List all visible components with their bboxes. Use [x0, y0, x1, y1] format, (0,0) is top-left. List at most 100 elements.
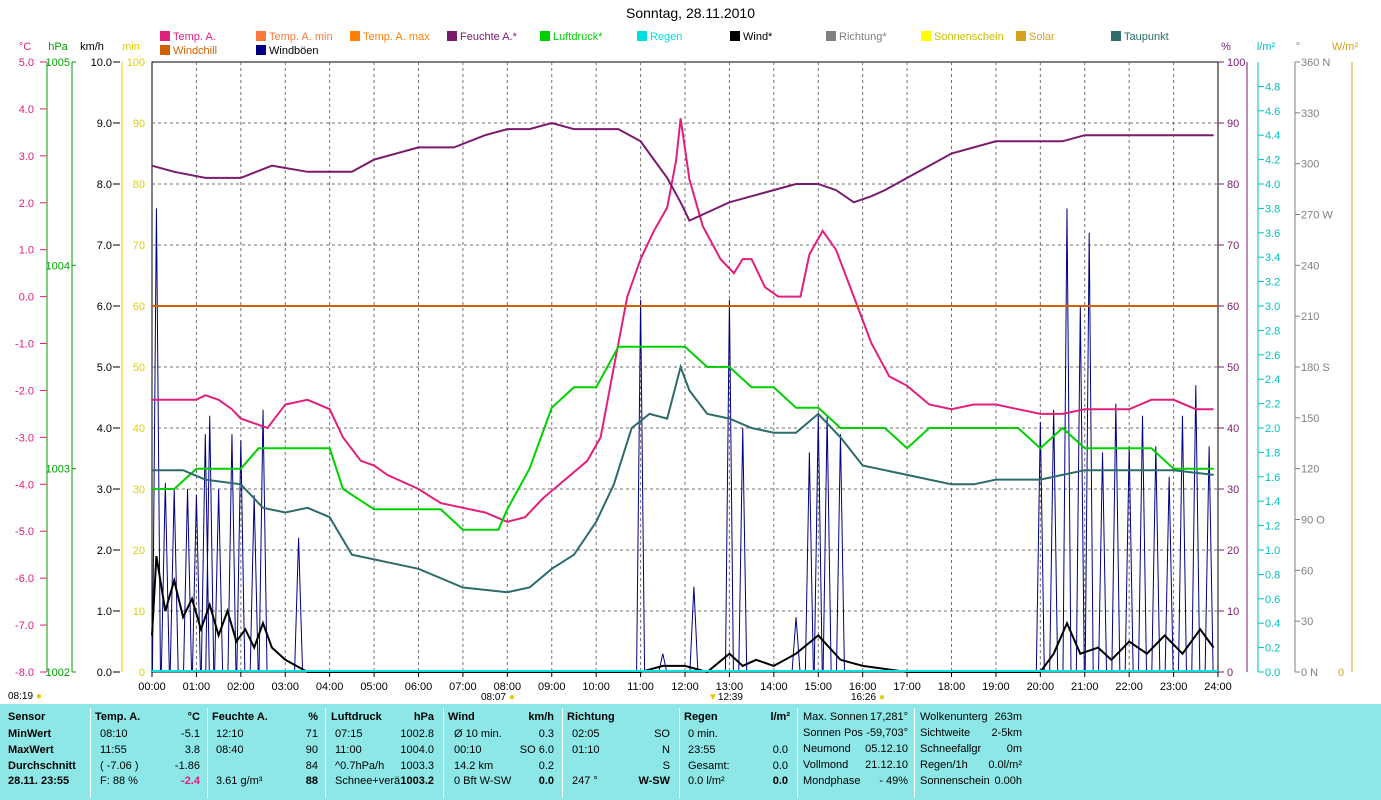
stats-dir-value: W-SW — [638, 775, 670, 787]
legend-label: Regen — [650, 31, 683, 43]
wind-tick-label: 9.0 — [97, 118, 112, 130]
x-tick-label: 08:00 — [494, 681, 522, 693]
sun-arrow-icon: ▼ — [708, 692, 718, 703]
rain-tick-label: 4.0 — [1265, 179, 1280, 191]
gust-spike — [294, 537, 304, 673]
solar-axis-unit: W/m² — [1332, 41, 1359, 53]
stats-info1-key: Vollmond — [803, 759, 849, 771]
stats-hum-time: 12:10 — [216, 728, 244, 740]
stats-separator — [797, 708, 798, 798]
noon-label: 12:39 — [717, 692, 743, 703]
stats-info1-key: Mondphase — [803, 775, 861, 787]
wind-tick-label: 7.0 — [97, 240, 112, 252]
min-tick-label: 70 — [133, 240, 145, 252]
rain-tick-label: 3.0 — [1265, 301, 1280, 313]
temp-tick-label: 4.0 — [19, 104, 34, 116]
stats-dir-value: S — [662, 760, 670, 772]
wind-tick-label: 8.0 — [97, 179, 112, 191]
rain-tick-label: 3.4 — [1265, 252, 1280, 264]
x-tick-label: 18:00 — [938, 681, 966, 693]
stats-hum-value: 84 — [305, 760, 318, 772]
dir-tick-label: 60 — [1301, 565, 1313, 577]
x-tick-label: 15:00 — [804, 681, 832, 693]
x-tick-label: 23:00 — [1160, 681, 1188, 693]
stats-header-press: Luftdruck — [331, 711, 382, 723]
legend-label: Wind* — [743, 31, 773, 43]
min-tick-label: 90 — [133, 118, 145, 130]
solar-tick-label: 0 — [1338, 667, 1344, 679]
stats-press-value: 1004.0 — [400, 744, 434, 756]
weather-chart: 00:00 01:00 02:00 03:00 04:00 05:00 06:00 07:00… — [15, 41, 1359, 693]
stats-wind-value: 0.0 — [538, 775, 554, 787]
sunset-label: 16:26 — [851, 692, 877, 703]
rain-tick-label: 1.4 — [1265, 496, 1280, 508]
stats-panel: Sensor Temp. A. °C Feuchte A.% Luftdruck hPa W… — [0, 704, 1381, 800]
stats-info1-value: 17,281° — [869, 711, 908, 723]
x-tick-label: 01:00 — [183, 681, 211, 693]
dir-tick-label: 330 — [1301, 108, 1319, 120]
stats-info1-value: 05.12.10 — [865, 743, 908, 755]
press-tick-label: 1003 — [46, 464, 70, 476]
x-tick-label: 03:00 — [271, 681, 299, 693]
stats-separator — [679, 708, 680, 798]
stats-header-press-unit: hPa — [413, 711, 434, 723]
rain-tick-label: 0.8 — [1265, 569, 1280, 581]
rain-tick-label: 0.4 — [1265, 618, 1280, 630]
legend-item: Taupunkt — [1111, 31, 1169, 43]
legend-swatch — [921, 31, 931, 41]
stats-info1-key: Max. Sonnen — [803, 711, 868, 723]
min-tick-label: 20 — [133, 545, 145, 557]
x-tick-label: 10:00 — [582, 681, 610, 693]
sunrise-left-marker: 08:19 ● — [8, 691, 42, 702]
legend-label: Richtung* — [839, 31, 887, 43]
gust-spike — [1111, 403, 1121, 673]
gust-spike — [1084, 232, 1094, 673]
legend-item: Richtung* — [826, 31, 887, 43]
dir-tick-label: 300 — [1301, 159, 1319, 171]
gust-spike — [1137, 415, 1147, 673]
legend-item: Wind* — [730, 31, 772, 43]
sunrise-marker: 08:07 ● — [481, 692, 515, 703]
stats-dir-time: 02:05 — [572, 728, 600, 740]
stats-temp-time: ( -7.06 ) — [100, 760, 139, 772]
rain-tick-label: 0.0 — [1265, 667, 1280, 679]
stats-row-label: MinWert — [8, 728, 52, 740]
press-tick-label: 1004 — [46, 260, 70, 272]
gust-spike — [214, 488, 224, 673]
legend-swatch — [256, 31, 266, 41]
stats-info1-value: -59,703° — [866, 727, 908, 739]
legend-swatch — [1111, 31, 1121, 41]
legend-swatch — [256, 45, 266, 55]
stats-temp-time: 08:10 — [100, 728, 128, 740]
wind-tick-label: 10.0 — [91, 57, 112, 69]
x-tick-label: 20:00 — [1027, 681, 1055, 693]
min-tick-label: 30 — [133, 484, 145, 496]
temp-tick-label: 0.0 — [19, 292, 34, 304]
legend-swatch — [350, 31, 360, 41]
stats-temp-value: -1.86 — [174, 760, 200, 772]
gust-spike — [249, 495, 259, 673]
stats-hum-time: 3.61 g/m³ — [216, 775, 263, 787]
stats-info2-key: Regen/1h — [920, 759, 968, 771]
dir-tick-label: 360 N — [1301, 57, 1330, 69]
x-tick-label: 22:00 — [1115, 681, 1143, 693]
x-tick-label: 05:00 — [360, 681, 388, 693]
hum-tick-label: 50 — [1227, 362, 1239, 374]
dir-tick-label: 150 — [1301, 413, 1319, 425]
stats-header-hum-unit: % — [308, 711, 318, 723]
stats-header-temp-unit: °C — [187, 711, 200, 723]
temp-tick-label: 1.0 — [19, 245, 34, 257]
stats-press-value: 1003.2 — [400, 775, 434, 787]
legend-item: Solar — [1016, 31, 1055, 43]
stats-rain-time: Gesamt: — [688, 760, 730, 772]
stats-separator — [325, 708, 326, 798]
gust-spike — [1098, 452, 1108, 673]
stats-row-label: Durchschnitt — [8, 760, 76, 772]
stats-hum-value: 88 — [305, 775, 318, 787]
stats-header-hum: Feuchte A. — [212, 711, 268, 723]
wind-tick-label: 6.0 — [97, 301, 112, 313]
temp-tick-label: -8.0 — [15, 667, 34, 679]
temp-tick-label: 3.0 — [19, 151, 34, 163]
stats-info2-key: Sichtweite — [920, 727, 971, 739]
gust-spike — [689, 586, 699, 673]
